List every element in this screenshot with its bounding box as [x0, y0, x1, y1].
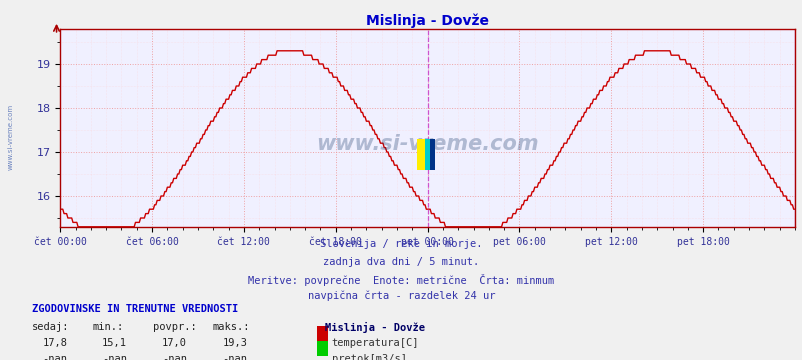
Text: navpična črta - razdelek 24 ur: navpična črta - razdelek 24 ur	[307, 291, 495, 301]
Text: Meritve: povprečne  Enote: metrične  Črta: minmum: Meritve: povprečne Enote: metrične Črta:…	[248, 274, 554, 286]
Bar	[417, 139, 425, 170]
Text: pretok[m3/s]: pretok[m3/s]	[331, 354, 406, 360]
Text: maks.:: maks.:	[213, 322, 250, 332]
Text: www.si-vreme.com: www.si-vreme.com	[7, 104, 14, 170]
Text: sedaj:: sedaj:	[32, 322, 70, 332]
Text: -nan: -nan	[222, 354, 247, 360]
Bar	[425, 139, 429, 170]
Text: min.:: min.:	[92, 322, 124, 332]
Text: www.si-vreme.com: www.si-vreme.com	[316, 134, 538, 154]
Text: zadnja dva dni / 5 minut.: zadnja dva dni / 5 minut.	[323, 257, 479, 267]
Text: ZGODOVINSKE IN TRENUTNE VREDNOSTI: ZGODOVINSKE IN TRENUTNE VREDNOSTI	[32, 304, 238, 314]
Text: Mislinja - Dovže: Mislinja - Dovže	[325, 322, 425, 333]
Text: temperatura[C]: temperatura[C]	[331, 338, 419, 348]
Text: -nan: -nan	[102, 354, 127, 360]
Title: Mislinja - Dovže: Mislinja - Dovže	[366, 13, 488, 28]
Text: povpr.:: povpr.:	[152, 322, 196, 332]
Text: -nan: -nan	[43, 354, 67, 360]
Text: -nan: -nan	[162, 354, 187, 360]
Text: 17,0: 17,0	[162, 338, 187, 348]
Text: 15,1: 15,1	[102, 338, 127, 348]
Text: 17,8: 17,8	[43, 338, 67, 348]
Bar	[429, 139, 435, 170]
Text: Slovenija / reke in morje.: Slovenija / reke in morje.	[320, 239, 482, 249]
Text: 19,3: 19,3	[222, 338, 247, 348]
